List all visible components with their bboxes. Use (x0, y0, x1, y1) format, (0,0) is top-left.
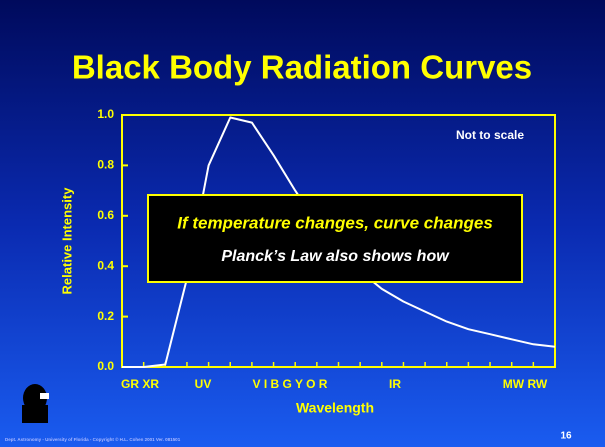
callout-line: If temperature changes, curve changes (177, 213, 493, 232)
slide-title: Black Body Radiation Curves (72, 49, 532, 86)
x-axis-label: Wavelength (296, 400, 374, 416)
x-tick-label: UV (195, 377, 212, 391)
y-tick-label: 0.4 (97, 258, 114, 272)
callout-line: Planck’s Law also shows how (221, 248, 450, 265)
note: Not to scale (456, 128, 524, 142)
page-number: 16 (560, 431, 572, 442)
y-tick-label: 0.8 (97, 158, 114, 172)
x-tick-label: IR (389, 377, 401, 391)
x-tick-label: GR XR (121, 377, 159, 391)
y-tick-label: 1.0 (97, 107, 114, 121)
y-axis-label: Relative Intensity (59, 187, 74, 295)
x-tick-label: MW RW (503, 377, 548, 391)
footer: Dept. Astronomy - University of Florida … (5, 436, 181, 442)
y-tick-label: 0.2 (97, 309, 114, 323)
x-tick-label: V I B G Y O R (253, 377, 328, 391)
y-tick-label: 0.6 (97, 208, 114, 222)
icon (22, 384, 49, 423)
callout-box (147, 194, 523, 283)
y-tick-label: 0.0 (97, 359, 114, 373)
